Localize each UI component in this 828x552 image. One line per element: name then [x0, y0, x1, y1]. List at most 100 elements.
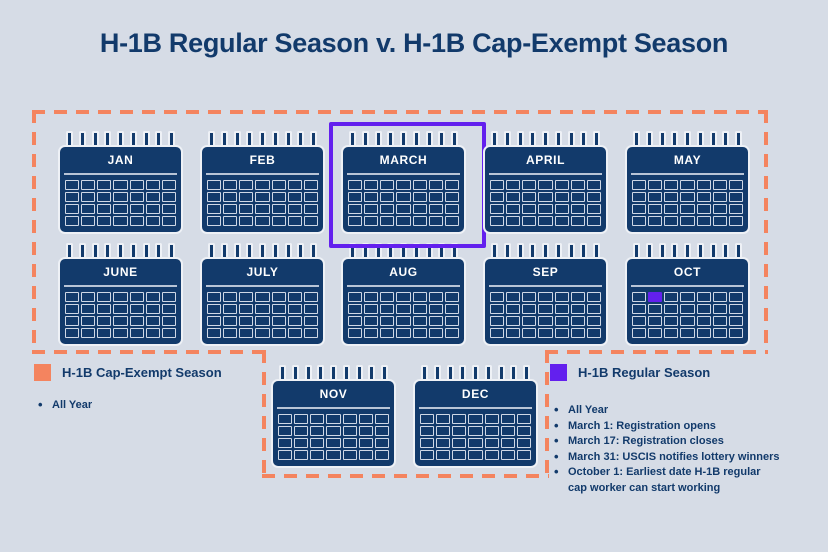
- binding-ring-icon: [684, 243, 691, 257]
- calendar-day-cell: [500, 450, 515, 460]
- calendar-day-cell: [554, 328, 569, 338]
- calendar-day-cell: [696, 192, 711, 202]
- binding-ring-icon: [117, 131, 124, 145]
- calendar-day-cell: [145, 216, 160, 226]
- calendar-day-cell: [632, 216, 647, 226]
- binding-ring-icon: [735, 131, 742, 145]
- binding-ring-icon: [542, 131, 549, 145]
- calendar-day-cell: [506, 304, 521, 314]
- calendar-day-grid: [202, 292, 323, 338]
- calendar-day-cell: [81, 304, 96, 314]
- calendar-day-cell: [538, 192, 553, 202]
- calendar-day-cell: [428, 180, 443, 190]
- calendar-day-cell: [223, 180, 238, 190]
- calendar-day-cell: [648, 216, 663, 226]
- calendar-day-cell: [223, 316, 238, 326]
- calendar-day-cell: [287, 204, 302, 214]
- binding-ring-icon: [279, 365, 286, 379]
- calendar-month-label: DEC: [419, 381, 532, 409]
- calendar-day-cell: [129, 304, 144, 314]
- calendar-day-cell: [65, 216, 80, 226]
- binding-ring-icon: [412, 131, 420, 145]
- calendar-body: SEP: [483, 257, 608, 346]
- calendar-day-cell: [436, 426, 451, 436]
- binding-ring-icon: [155, 131, 163, 145]
- calendar-day-cell: [444, 192, 459, 202]
- calendar-day-cell: [396, 192, 411, 202]
- binding-ring-icon: [317, 365, 325, 379]
- calendar-day-cell: [648, 204, 663, 214]
- calendar-day-cell: [570, 216, 585, 226]
- legend-cap-exempt: H-1B Cap-Exempt Season All Year: [34, 364, 254, 414]
- calendar-day-cell: [223, 328, 238, 338]
- calendar-day-cell: [364, 216, 379, 226]
- binding-ring-icon: [554, 131, 562, 145]
- calendar-day-cell: [271, 328, 286, 338]
- calendar-day-cell: [420, 414, 435, 424]
- binding-ring-icon: [259, 131, 266, 145]
- calendar-day-cell: [728, 292, 743, 302]
- calendar-day-cell: [255, 328, 270, 338]
- binding-ring-icon: [246, 131, 254, 145]
- calendar-day-cell: [586, 204, 601, 214]
- binding-ring-icon: [246, 243, 254, 257]
- calendar-day-cell: [145, 304, 160, 314]
- calendar-day-cell: [554, 292, 569, 302]
- calendar-day-cell: [303, 328, 318, 338]
- calendar-day-cell: [207, 316, 222, 326]
- calendar-day-cell: [412, 292, 427, 302]
- calendar-day-cell: [570, 328, 585, 338]
- outline-ext-right-edge: [545, 350, 549, 478]
- binding-ring-icon: [658, 243, 666, 257]
- binding-ring-icon: [472, 365, 479, 379]
- calendar-month-label: MARCH: [347, 147, 460, 175]
- calendar-day-cell: [554, 216, 569, 226]
- calendar-day-cell: [680, 316, 695, 326]
- calendar-day-cell: [348, 216, 363, 226]
- calendar-rings: [421, 365, 530, 379]
- binding-ring-icon: [516, 131, 524, 145]
- calendar-day-cell: [303, 204, 318, 214]
- binding-ring-icon: [78, 243, 86, 257]
- calendar-day-cell: [506, 292, 521, 302]
- calendar-day-cell: [538, 316, 553, 326]
- calendar-day-cell: [348, 204, 363, 214]
- calendar-day-cell: [712, 328, 727, 338]
- calendar-day-cell: [145, 328, 160, 338]
- binding-ring-icon: [425, 131, 433, 145]
- calendar-day-cell: [310, 450, 325, 460]
- binding-ring-icon: [722, 243, 730, 257]
- calendar-day-cell: [468, 438, 483, 448]
- calendar-day-cell: [326, 426, 341, 436]
- binding-ring-icon: [155, 243, 163, 257]
- calendar-day-cell: [223, 204, 238, 214]
- calendar-day-cell: [207, 328, 222, 338]
- calendar-dec: DEC: [413, 365, 538, 468]
- calendar-day-cell: [129, 292, 144, 302]
- calendar-day-cell: [223, 192, 238, 202]
- calendar-day-cell: [554, 204, 569, 214]
- calendar-day-cell: [65, 192, 80, 202]
- calendar-feb: FEB: [200, 131, 325, 234]
- calendar-day-cell: [348, 328, 363, 338]
- binding-ring-icon: [542, 243, 549, 257]
- legend-cap-exempt-header: H-1B Cap-Exempt Season: [34, 364, 254, 381]
- calendar-day-cell: [239, 292, 254, 302]
- calendar-day-cell: [648, 192, 663, 202]
- binding-ring-icon: [580, 243, 588, 257]
- calendar-day-cell: [586, 304, 601, 314]
- calendar-body: AUG: [341, 257, 466, 346]
- calendar-day-cell: [696, 180, 711, 190]
- binding-ring-icon: [438, 131, 446, 145]
- calendar-day-cell: [310, 414, 325, 424]
- calendar-day-cell: [490, 192, 505, 202]
- calendar-day-cell: [712, 316, 727, 326]
- list-item: March 1: Registration opens: [550, 418, 818, 435]
- binding-ring-icon: [510, 365, 518, 379]
- calendar-day-cell: [129, 216, 144, 226]
- calendar-day-cell: [271, 180, 286, 190]
- calendar-day-cell: [65, 204, 80, 214]
- calendar-day-cell: [664, 204, 679, 214]
- binding-ring-icon: [381, 365, 388, 379]
- calendar-march: MARCH: [329, 122, 486, 248]
